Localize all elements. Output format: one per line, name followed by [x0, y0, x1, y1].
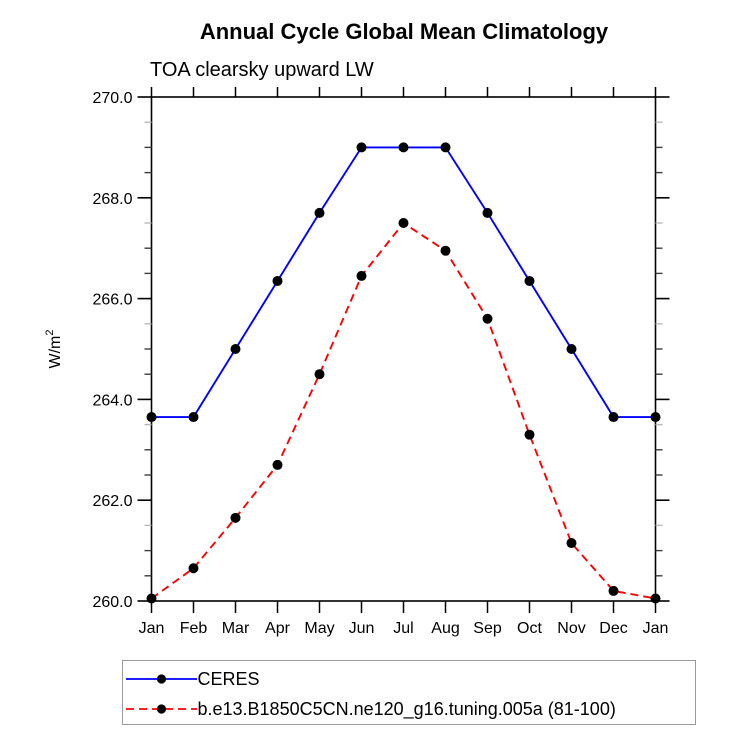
- model-data-point-jan-12: [650, 593, 661, 604]
- x-tick-label: Jan: [643, 620, 669, 637]
- chart-title: Annual Cycle Global Mean Climatology: [200, 19, 609, 44]
- x-tick-label: Sep: [473, 620, 502, 637]
- ceres-data-point-jul-6: [398, 142, 409, 153]
- ceres-data-point-sep-8: [482, 207, 493, 218]
- model-data-point-jun-5: [356, 270, 367, 281]
- y-axis-unit-exponent: 2: [44, 330, 56, 336]
- y-tick-label: 260.0: [92, 594, 132, 611]
- ceres-data-point-jun-5: [356, 142, 367, 153]
- y-tick-label: 268.0: [92, 191, 132, 208]
- model-data-point-feb-1: [188, 563, 199, 574]
- model-line: [150, 221, 656, 600]
- y-tick-label: 262.0: [92, 493, 132, 510]
- ceres-data-point-nov-10: [566, 344, 577, 354]
- ceres-data-point-dec-11: [608, 412, 619, 423]
- ceres-data-point-jan-12: [650, 412, 661, 423]
- model-data-point-dec-11: [608, 585, 619, 596]
- model-data-point-mar-2: [230, 512, 241, 523]
- y-tick-label: 270.0: [92, 90, 132, 107]
- legend-label-ceres: CERES: [198, 669, 260, 689]
- x-tick-label: Nov: [557, 620, 585, 637]
- ceres-data-point-mar-2: [230, 344, 241, 354]
- legend-box: CERES b.e13.B1850C5CN.ne120_g16.tuning.0…: [122, 660, 696, 725]
- model-data-point-nov-10: [566, 538, 577, 549]
- ceres-data-point-apr-3: [272, 275, 283, 286]
- y-axis-unit-base: W/m: [47, 336, 64, 369]
- ceres-line: [151, 146, 656, 418]
- model-data-point-jan-0: [146, 593, 157, 604]
- x-tick-label: Dec: [599, 620, 627, 637]
- ceres-data-point-may-4: [314, 207, 325, 218]
- series-layer: [146, 142, 661, 604]
- x-tick-label: Jun: [349, 620, 375, 637]
- model-data-point-oct-9: [524, 429, 535, 440]
- x-tick-label: May: [304, 620, 334, 637]
- x-tick-label: Feb: [180, 620, 208, 637]
- model-data-point-may-4: [314, 369, 325, 380]
- plot-frame: [150, 96, 657, 602]
- chart-subtitle: TOA clearsky upward LW: [150, 59, 374, 81]
- x-tick-label: Aug: [431, 620, 459, 637]
- ceres-data-point-jan-0: [146, 412, 157, 423]
- legend-marker-model: [156, 704, 167, 714]
- x-tick-label: Oct: [517, 620, 542, 637]
- x-tick-label: Apr: [265, 620, 291, 637]
- model-data-point-jul-6: [398, 218, 409, 228]
- model-data-point-sep-8: [482, 313, 493, 324]
- ceres-data-point-oct-9: [524, 275, 535, 286]
- x-tick-label: Mar: [222, 620, 250, 637]
- x-tick-label: Jul: [393, 620, 413, 637]
- x-tick-label: Jan: [139, 620, 165, 637]
- legend-label-model: b.e13.B1850C5CN.ne120_g16.tuning.005a (8…: [198, 699, 616, 720]
- model-data-point-apr-3: [272, 459, 283, 470]
- y-tick-label: 264.0: [92, 392, 132, 409]
- legend-border: [122, 660, 696, 725]
- legend-marker-ceres: [156, 674, 167, 684]
- y-axis-unit-label: W/m2: [44, 330, 64, 369]
- y-tick-label: 266.0: [92, 292, 132, 309]
- ceres-data-point-feb-1: [188, 412, 199, 423]
- model-data-point-aug-7: [440, 245, 451, 256]
- ceres-data-point-aug-7: [440, 142, 451, 153]
- axes-layer: 260.0 262.0 264.0 266.0 268.0 270.0 Jan Feb Mar A…: [92, 87, 670, 637]
